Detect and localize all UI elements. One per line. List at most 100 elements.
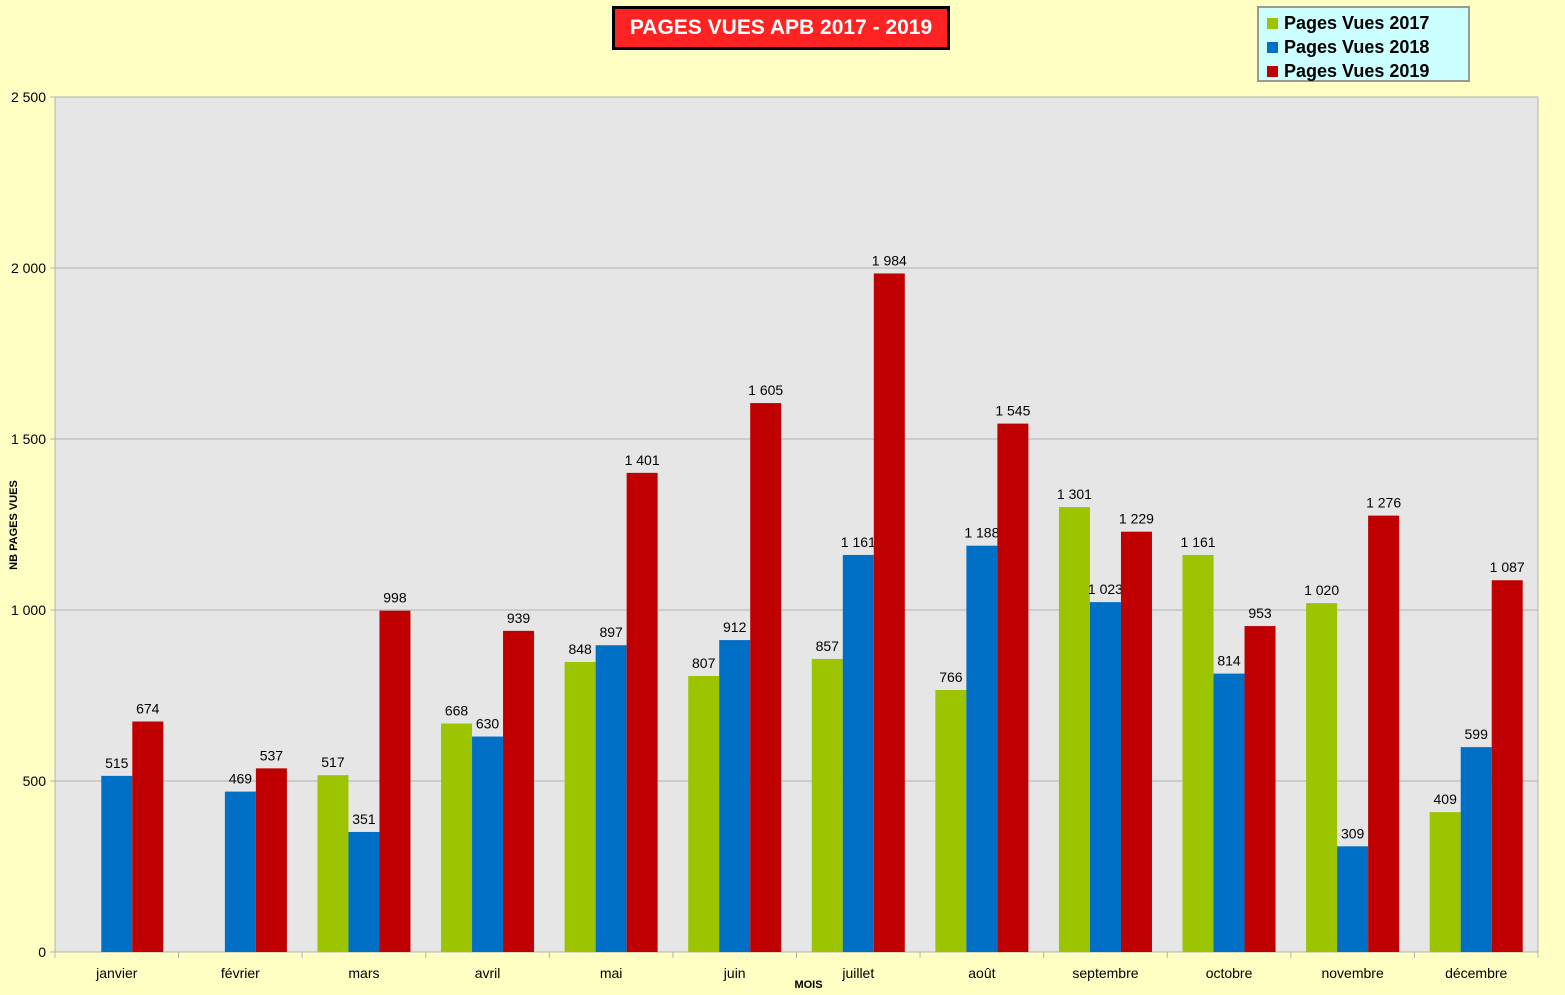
data-label: 674 [136,700,160,716]
bar-pages-vues-2018 [1089,602,1121,952]
data-label: 1 984 [872,252,907,268]
x-tick-label: septembre [1072,965,1138,981]
bar-pages-vues-2017 [1429,812,1461,952]
bar-pages-vues-2017 [811,658,843,952]
data-label: 814 [1217,653,1241,669]
bar-pages-vues-2019 [1120,531,1152,952]
bar-pages-vues-2019 [255,768,287,952]
data-label: 599 [1465,726,1489,742]
data-label: 469 [229,771,253,787]
data-label: 766 [939,669,963,685]
legend-swatch-2017 [1267,17,1278,29]
data-label: 309 [1341,825,1365,841]
bar-pages-vues-2018 [1337,846,1369,952]
x-tick-label: février [221,965,260,981]
data-label: 953 [1248,605,1272,621]
bar-pages-vues-2019 [626,472,658,952]
data-label: 1 229 [1119,511,1154,527]
data-label: 897 [599,624,623,640]
y-tick-label: 500 [23,773,47,789]
legend: Pages Vues 2017 Pages Vues 2018 Pages Vu… [1257,6,1470,82]
bar-pages-vues-2017 [1306,603,1338,952]
bar-pages-vues-2018 [224,791,256,952]
legend-label-2017: Pages Vues 2017 [1284,12,1430,33]
data-label: 807 [692,655,716,671]
data-label: 1 161 [1181,534,1216,550]
bar-pages-vues-2018 [101,775,133,952]
data-label: 1 545 [995,403,1030,419]
y-tick-label: 2 500 [11,89,46,105]
bar-pages-vues-2019 [1491,580,1523,952]
data-label: 537 [260,747,284,763]
legend-item-2019: Pages Vues 2019 [1267,59,1468,83]
bar-pages-vues-2019 [132,721,164,952]
bar-pages-vues-2018 [1460,747,1492,952]
data-label: 998 [383,590,407,606]
data-label: 668 [445,703,469,719]
y-tick-label: 1 000 [11,602,46,618]
plot-area [54,96,1539,953]
data-label: 912 [723,619,747,635]
y-tick-label: 0 [38,944,46,960]
legend-swatch-2019 [1267,65,1278,77]
x-tick-label: avril [475,965,501,981]
legend-item-2017: Pages Vues 2017 [1267,11,1468,35]
y-tick-label: 2 000 [11,260,46,276]
data-label: 630 [476,716,500,732]
bar-pages-vues-2019 [1368,515,1400,952]
x-tick-label: juillet [841,965,874,981]
data-label: 1 023 [1088,581,1123,597]
legend-item-2018: Pages Vues 2018 [1267,35,1468,59]
data-label: 939 [507,610,531,626]
data-label: 409 [1434,791,1458,807]
bar-pages-vues-2019 [1244,626,1276,952]
data-label: 351 [352,811,376,827]
y-axis-title: NB PAGES VUES [8,480,20,570]
bar-pages-vues-2019 [873,273,905,952]
bar-pages-vues-2018 [842,554,874,952]
bar-pages-vues-2018 [472,736,504,952]
bar-pages-vues-2019 [997,423,1029,952]
data-label: 1 020 [1304,582,1339,598]
x-tick-label: août [968,965,995,981]
bar-pages-vues-2017 [564,661,596,952]
x-tick-label: octobre [1206,965,1253,981]
bar-pages-vues-2017 [317,775,349,952]
legend-swatch-2018 [1267,41,1278,53]
bar-pages-vues-2018 [348,831,380,952]
data-label: 1 161 [841,534,876,550]
data-label: 1 087 [1490,559,1525,575]
bar-pages-vues-2018 [1213,673,1245,952]
chart-title: PAGES VUES APB 2017 - 2019 [612,6,950,50]
data-label: 1 605 [748,382,783,398]
data-label: 1 276 [1366,495,1401,511]
bar-pages-vues-2017 [441,723,473,952]
data-label: 857 [816,638,840,654]
data-label: 517 [321,754,345,770]
legend-label-2018: Pages Vues 2018 [1284,36,1430,57]
x-tick-label: janvier [95,965,138,981]
x-tick-label: décembre [1445,965,1507,981]
bar-pages-vues-2017 [1182,554,1214,952]
data-label: 515 [105,755,129,771]
bar-pages-vues-2017 [688,676,720,952]
bar-pages-vues-2017 [1058,507,1090,952]
bar-pages-vues-2018 [719,640,751,952]
bar-pages-vues-2019 [379,610,411,952]
y-tick-label: 1 500 [11,431,46,447]
data-label: 1 301 [1057,486,1092,502]
bar-pages-vues-2018 [966,545,998,952]
x-tick-label: juin [723,965,746,981]
bar-pages-vues-2018 [595,645,627,952]
data-label: 1 188 [964,525,999,541]
x-tick-label: mai [600,965,623,981]
bar-pages-vues-2019 [750,403,782,953]
data-label: 1 401 [625,452,660,468]
x-tick-label: mars [348,965,379,981]
x-tick-label: novembre [1321,965,1383,981]
bar-pages-vues-2017 [935,690,967,952]
legend-label-2019: Pages Vues 2019 [1284,60,1430,81]
data-label: 848 [568,641,592,657]
x-axis-title: MOIS [794,979,822,991]
